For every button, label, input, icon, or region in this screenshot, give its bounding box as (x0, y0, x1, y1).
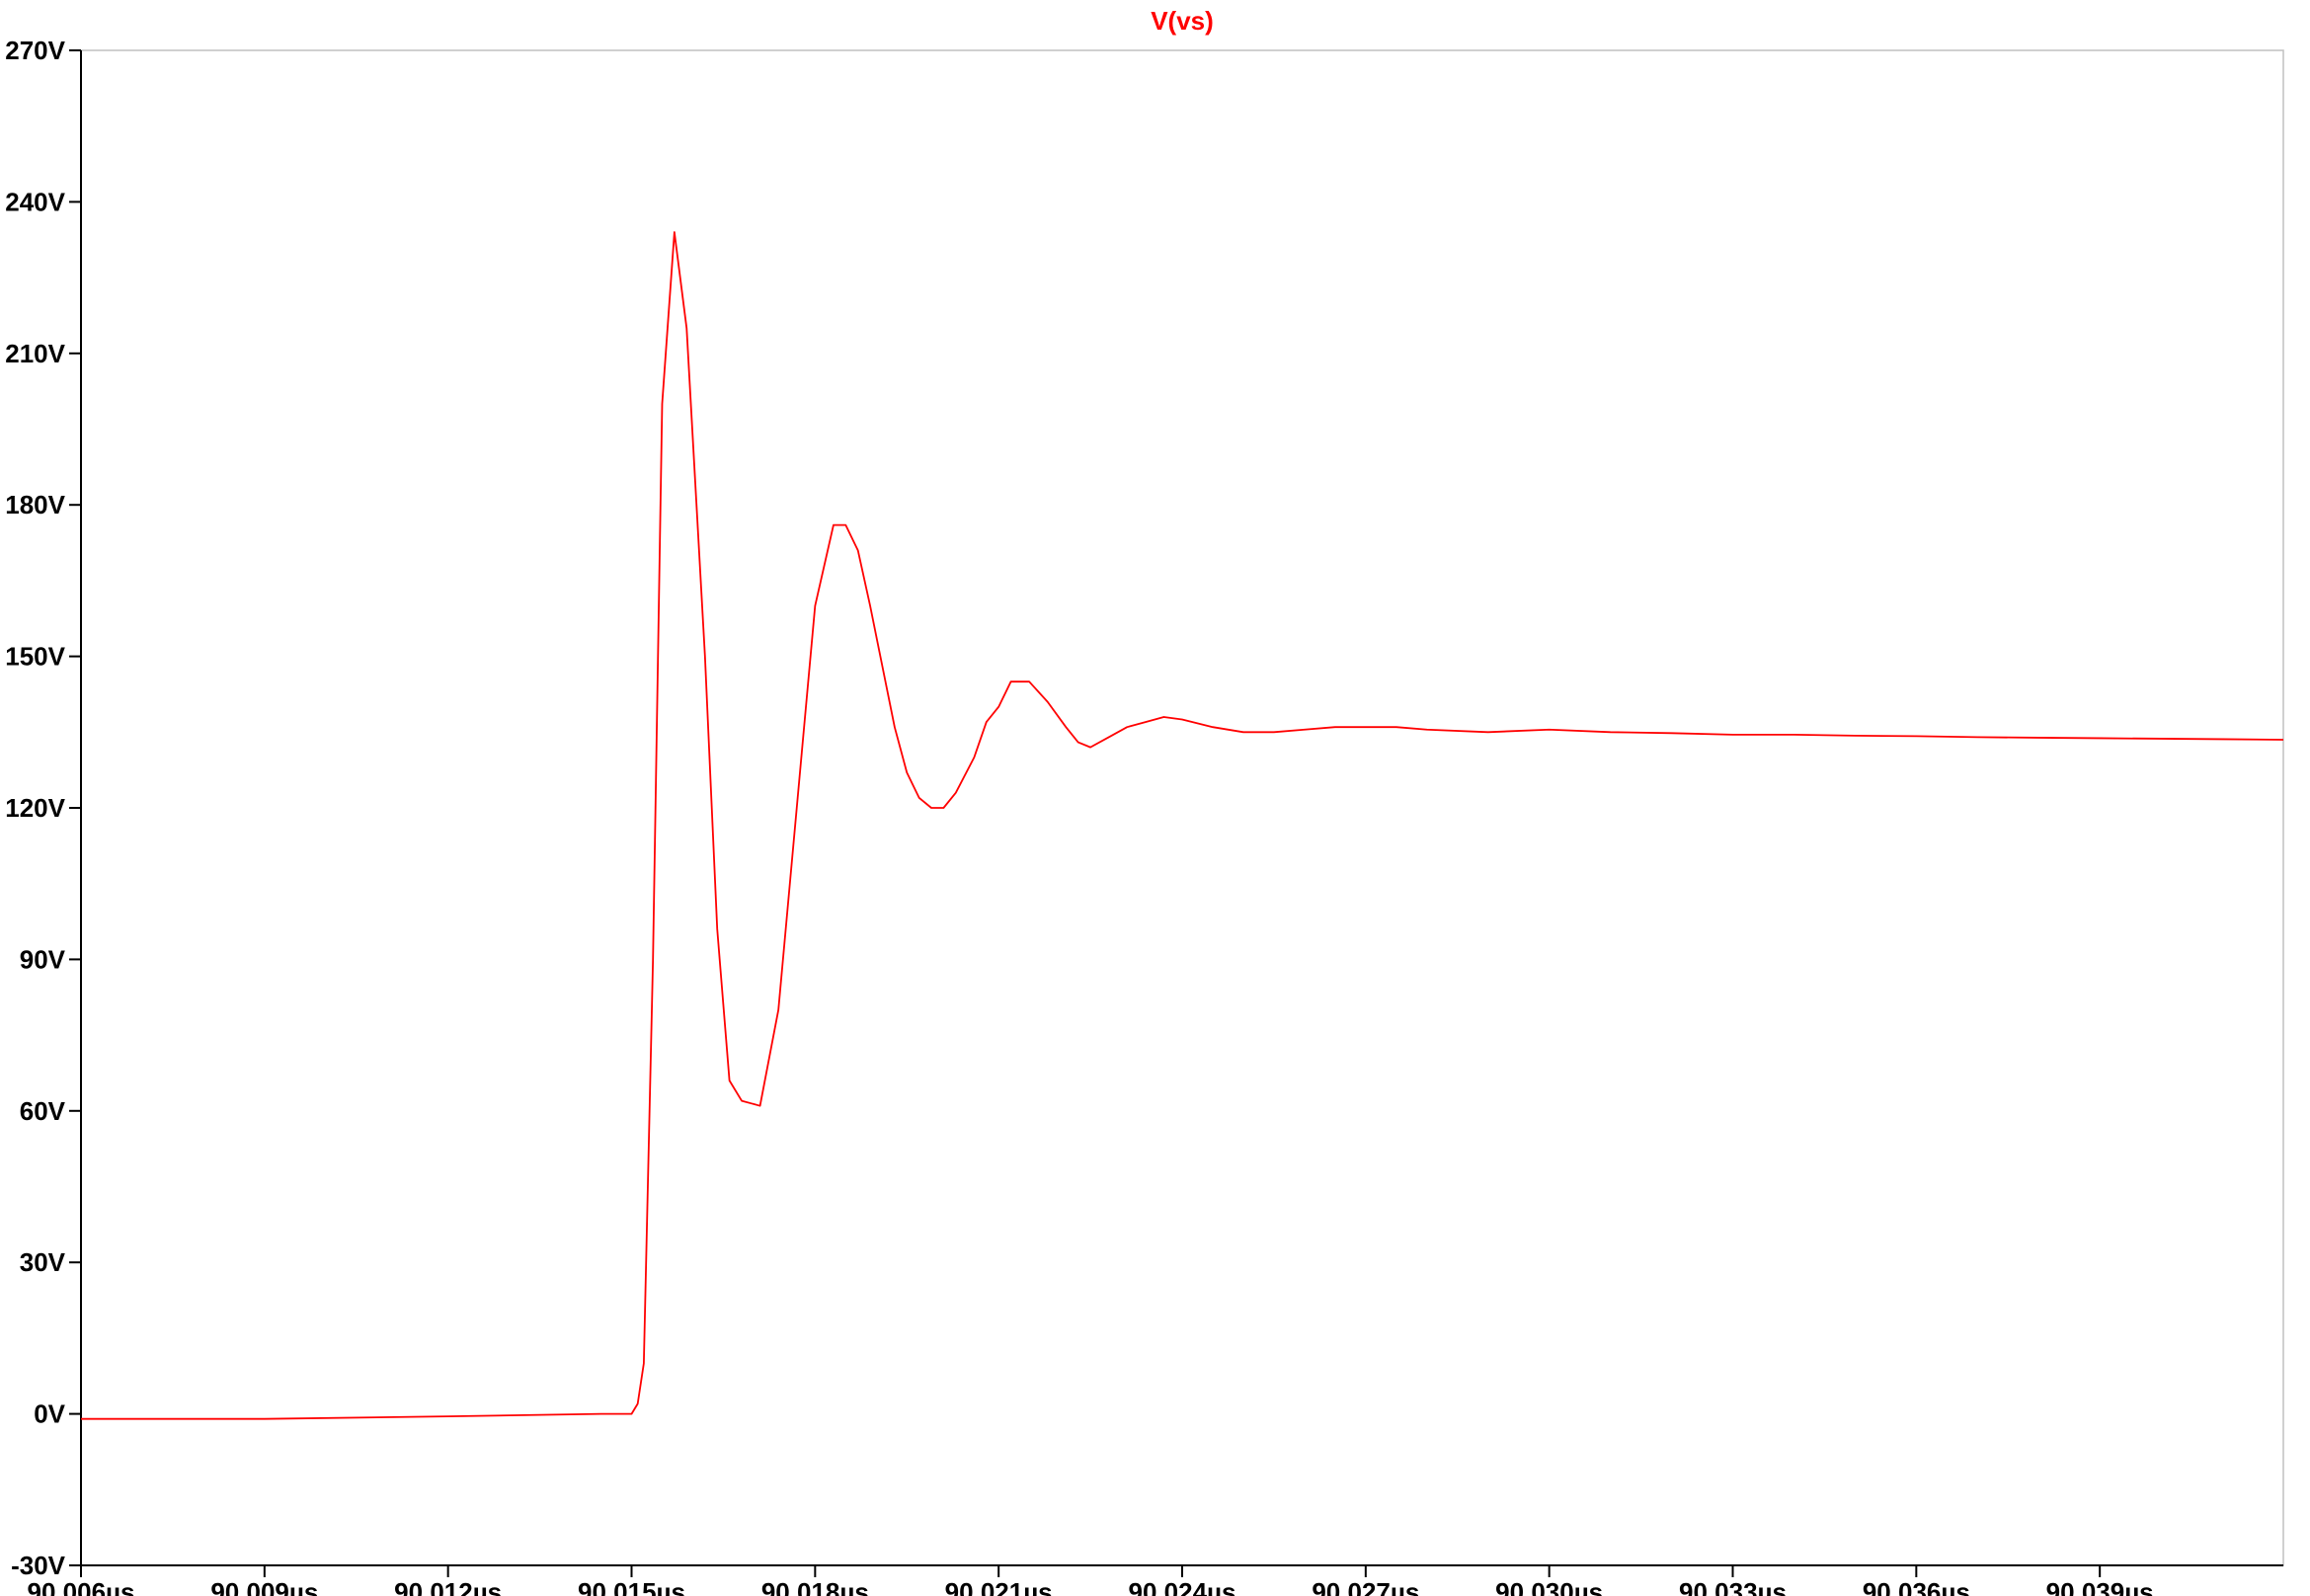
x-tick-label: 90.039µs (2046, 1577, 2154, 1596)
y-tick-label: -30V (11, 1551, 66, 1580)
y-tick-label: 150V (5, 642, 65, 672)
chart-title: V(vs) (1151, 6, 1214, 36)
y-tick-label: 0V (34, 1399, 65, 1429)
x-tick-label: 90.030µs (1495, 1577, 1603, 1596)
x-tick-label: 90.024µs (1129, 1577, 1236, 1596)
x-tick-label: 90.021µs (945, 1577, 1053, 1596)
x-tick-label: 90.012µs (394, 1577, 502, 1596)
x-tick-label: 90.036µs (1863, 1577, 1970, 1596)
x-tick-label: 90.015µs (578, 1577, 685, 1596)
series-line-v-vs (81, 231, 2284, 1420)
y-tick-label: 30V (20, 1247, 66, 1277)
y-tick-label: 270V (5, 36, 65, 65)
x-tick-label: 90.006µs (28, 1577, 135, 1596)
x-axis-ticks: 90.006µs 90.009µs 90.012µs 90.015µs 90.018µs… (28, 1565, 2154, 1596)
x-tick-label: 90.018µs (761, 1577, 869, 1596)
y-tick-label: 180V (5, 490, 65, 519)
axes (80, 50, 2283, 1566)
plot-frame (80, 49, 2284, 1566)
y-tick-label: 120V (5, 793, 65, 823)
x-tick-label: 90.027µs (1312, 1577, 1419, 1596)
x-tick-label: 90.033µs (1679, 1577, 1787, 1596)
y-tick-label: 60V (20, 1096, 66, 1126)
y-axis-ticks: 270V 240V 210V 180V 150V 120V 90V 60V 30V 0V -30V (5, 36, 81, 1580)
x-tick-label: 90.009µs (210, 1577, 318, 1596)
y-tick-label: 240V (5, 187, 65, 216)
y-tick-label: 90V (20, 944, 66, 974)
series-layer (81, 231, 2284, 1420)
y-tick-label: 210V (5, 339, 65, 368)
